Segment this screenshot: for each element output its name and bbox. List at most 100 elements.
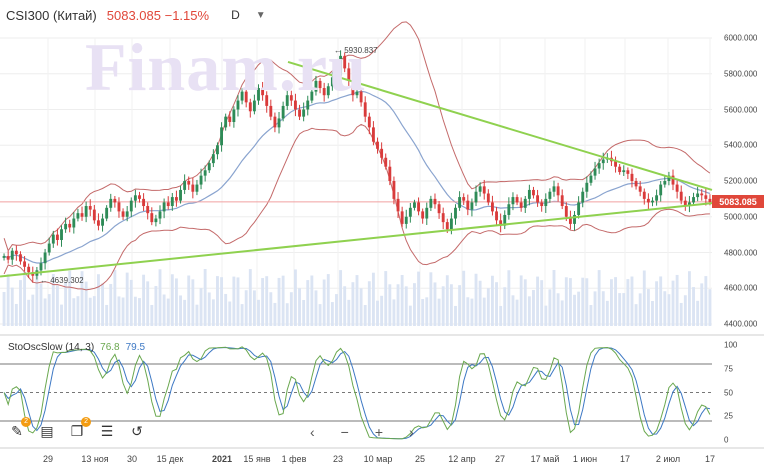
- high-value: 5930.837: [344, 46, 378, 55]
- layers-icon[interactable]: ❐ 2: [66, 417, 91, 442]
- volume-bar: [125, 272, 129, 326]
- volume-bar: [367, 281, 371, 326]
- candle-body: [27, 266, 31, 273]
- volume-bar: [183, 299, 187, 326]
- volume-bar: [248, 269, 252, 326]
- volume-bar: [663, 291, 667, 326]
- candle-body: [236, 100, 240, 110]
- volume-bar: [150, 304, 154, 326]
- candle-body: [129, 200, 133, 212]
- volume-bar: [466, 297, 470, 326]
- tune-icon[interactable]: ☰: [100, 422, 114, 439]
- candle-body: [408, 207, 412, 217]
- candle-body: [511, 197, 515, 205]
- caret-down-icon[interactable]: ▼: [255, 9, 266, 21]
- volume-bar: [515, 299, 519, 326]
- volume-bar: [236, 277, 240, 326]
- pencil-icon[interactable]: ✎ 2: [6, 417, 31, 442]
- candle-body: [105, 207, 109, 219]
- candle-body: [330, 77, 334, 87]
- candle-body: [675, 184, 679, 192]
- scroll-right-button[interactable]: ›: [409, 424, 414, 440]
- candle-body: [540, 202, 544, 207]
- candle-body: [2, 256, 6, 258]
- volume-bar: [495, 282, 498, 326]
- volume-bar: [129, 279, 133, 326]
- volume-bar: [240, 304, 244, 326]
- undo-icon[interactable]: ↺: [131, 422, 143, 439]
- candle-body: [277, 118, 281, 128]
- candle-body: [573, 214, 576, 224]
- moving-average: [3, 90, 711, 264]
- candle-body: [601, 159, 605, 164]
- volume-bar: [60, 304, 63, 326]
- volume-bar: [285, 303, 289, 326]
- candle-body: [454, 207, 457, 219]
- indicator-name: StoOscSlow (14, 3): [8, 342, 95, 353]
- volume-bar: [671, 280, 675, 326]
- candle-body: [113, 198, 117, 203]
- candle-body: [347, 68, 351, 81]
- volume-bar: [679, 302, 683, 326]
- volume-bar: [503, 287, 507, 326]
- volume-bar: [540, 280, 544, 326]
- resistance-trendline: [287, 60, 713, 191]
- candle-body: [55, 234, 59, 240]
- candle-body: [117, 202, 121, 212]
- candle-body: [429, 198, 433, 208]
- volume-bar: [252, 290, 256, 326]
- scroll-left-button[interactable]: ‹: [310, 424, 315, 440]
- volume-bar: [133, 296, 137, 326]
- candle-body: [708, 198, 712, 202]
- volume-bar: [687, 271, 691, 326]
- candle-body: [133, 195, 137, 201]
- current-price-label: 5083.085: [712, 195, 764, 208]
- volume-bar: [232, 276, 236, 326]
- candle-body: [634, 181, 638, 187]
- instrument-symbol[interactable]: CSI300 (Китай): [6, 7, 97, 23]
- volume-bar: [659, 276, 663, 326]
- stoch-k-line: [3, 346, 711, 440]
- volume-bar: [47, 294, 51, 326]
- ruler-icon[interactable]: ▤: [40, 422, 54, 439]
- candle-body: [179, 189, 182, 201]
- volume-bar: [511, 295, 515, 326]
- oscillator-tick-label: 0: [724, 435, 729, 445]
- zoom-in-button[interactable]: +: [374, 424, 384, 440]
- candle-body: [404, 216, 408, 224]
- volume-bar: [433, 282, 437, 326]
- volume-bar: [289, 292, 293, 326]
- volume-bar: [548, 289, 552, 326]
- volume-bar: [211, 299, 215, 326]
- candle-body: [101, 218, 104, 226]
- candle-body: [220, 127, 224, 146]
- volume-bar: [281, 275, 285, 326]
- bollinger-lower: [3, 123, 710, 291]
- volume-bar: [10, 287, 14, 326]
- candle-body: [515, 197, 519, 203]
- price-tick-label: 4400.000: [724, 319, 758, 329]
- timeframe-selector[interactable]: D: [231, 8, 240, 22]
- zoom-out-button[interactable]: −: [340, 424, 349, 440]
- volume-bar: [384, 271, 388, 326]
- candle-body: [626, 170, 630, 174]
- volume-bar: [351, 282, 355, 326]
- candle-body: [396, 198, 400, 212]
- volume-bar: [651, 300, 654, 326]
- candle-body: [638, 186, 642, 192]
- candle-body: [486, 193, 490, 203]
- candle-body: [655, 195, 659, 201]
- volume-bar: [343, 286, 347, 326]
- candle-body: [265, 95, 269, 106]
- volume-bar: [330, 302, 334, 326]
- volume-bar: [298, 288, 301, 326]
- volume-bar: [581, 277, 585, 326]
- indicator-legend[interactable]: StoOscSlow (14, 3) 76.8 79.5: [8, 342, 145, 353]
- volume-bar: [655, 281, 659, 326]
- volume-bar: [622, 293, 626, 326]
- candle-body: [696, 193, 700, 198]
- candle-body: [371, 127, 375, 142]
- volume-bar: [162, 294, 166, 326]
